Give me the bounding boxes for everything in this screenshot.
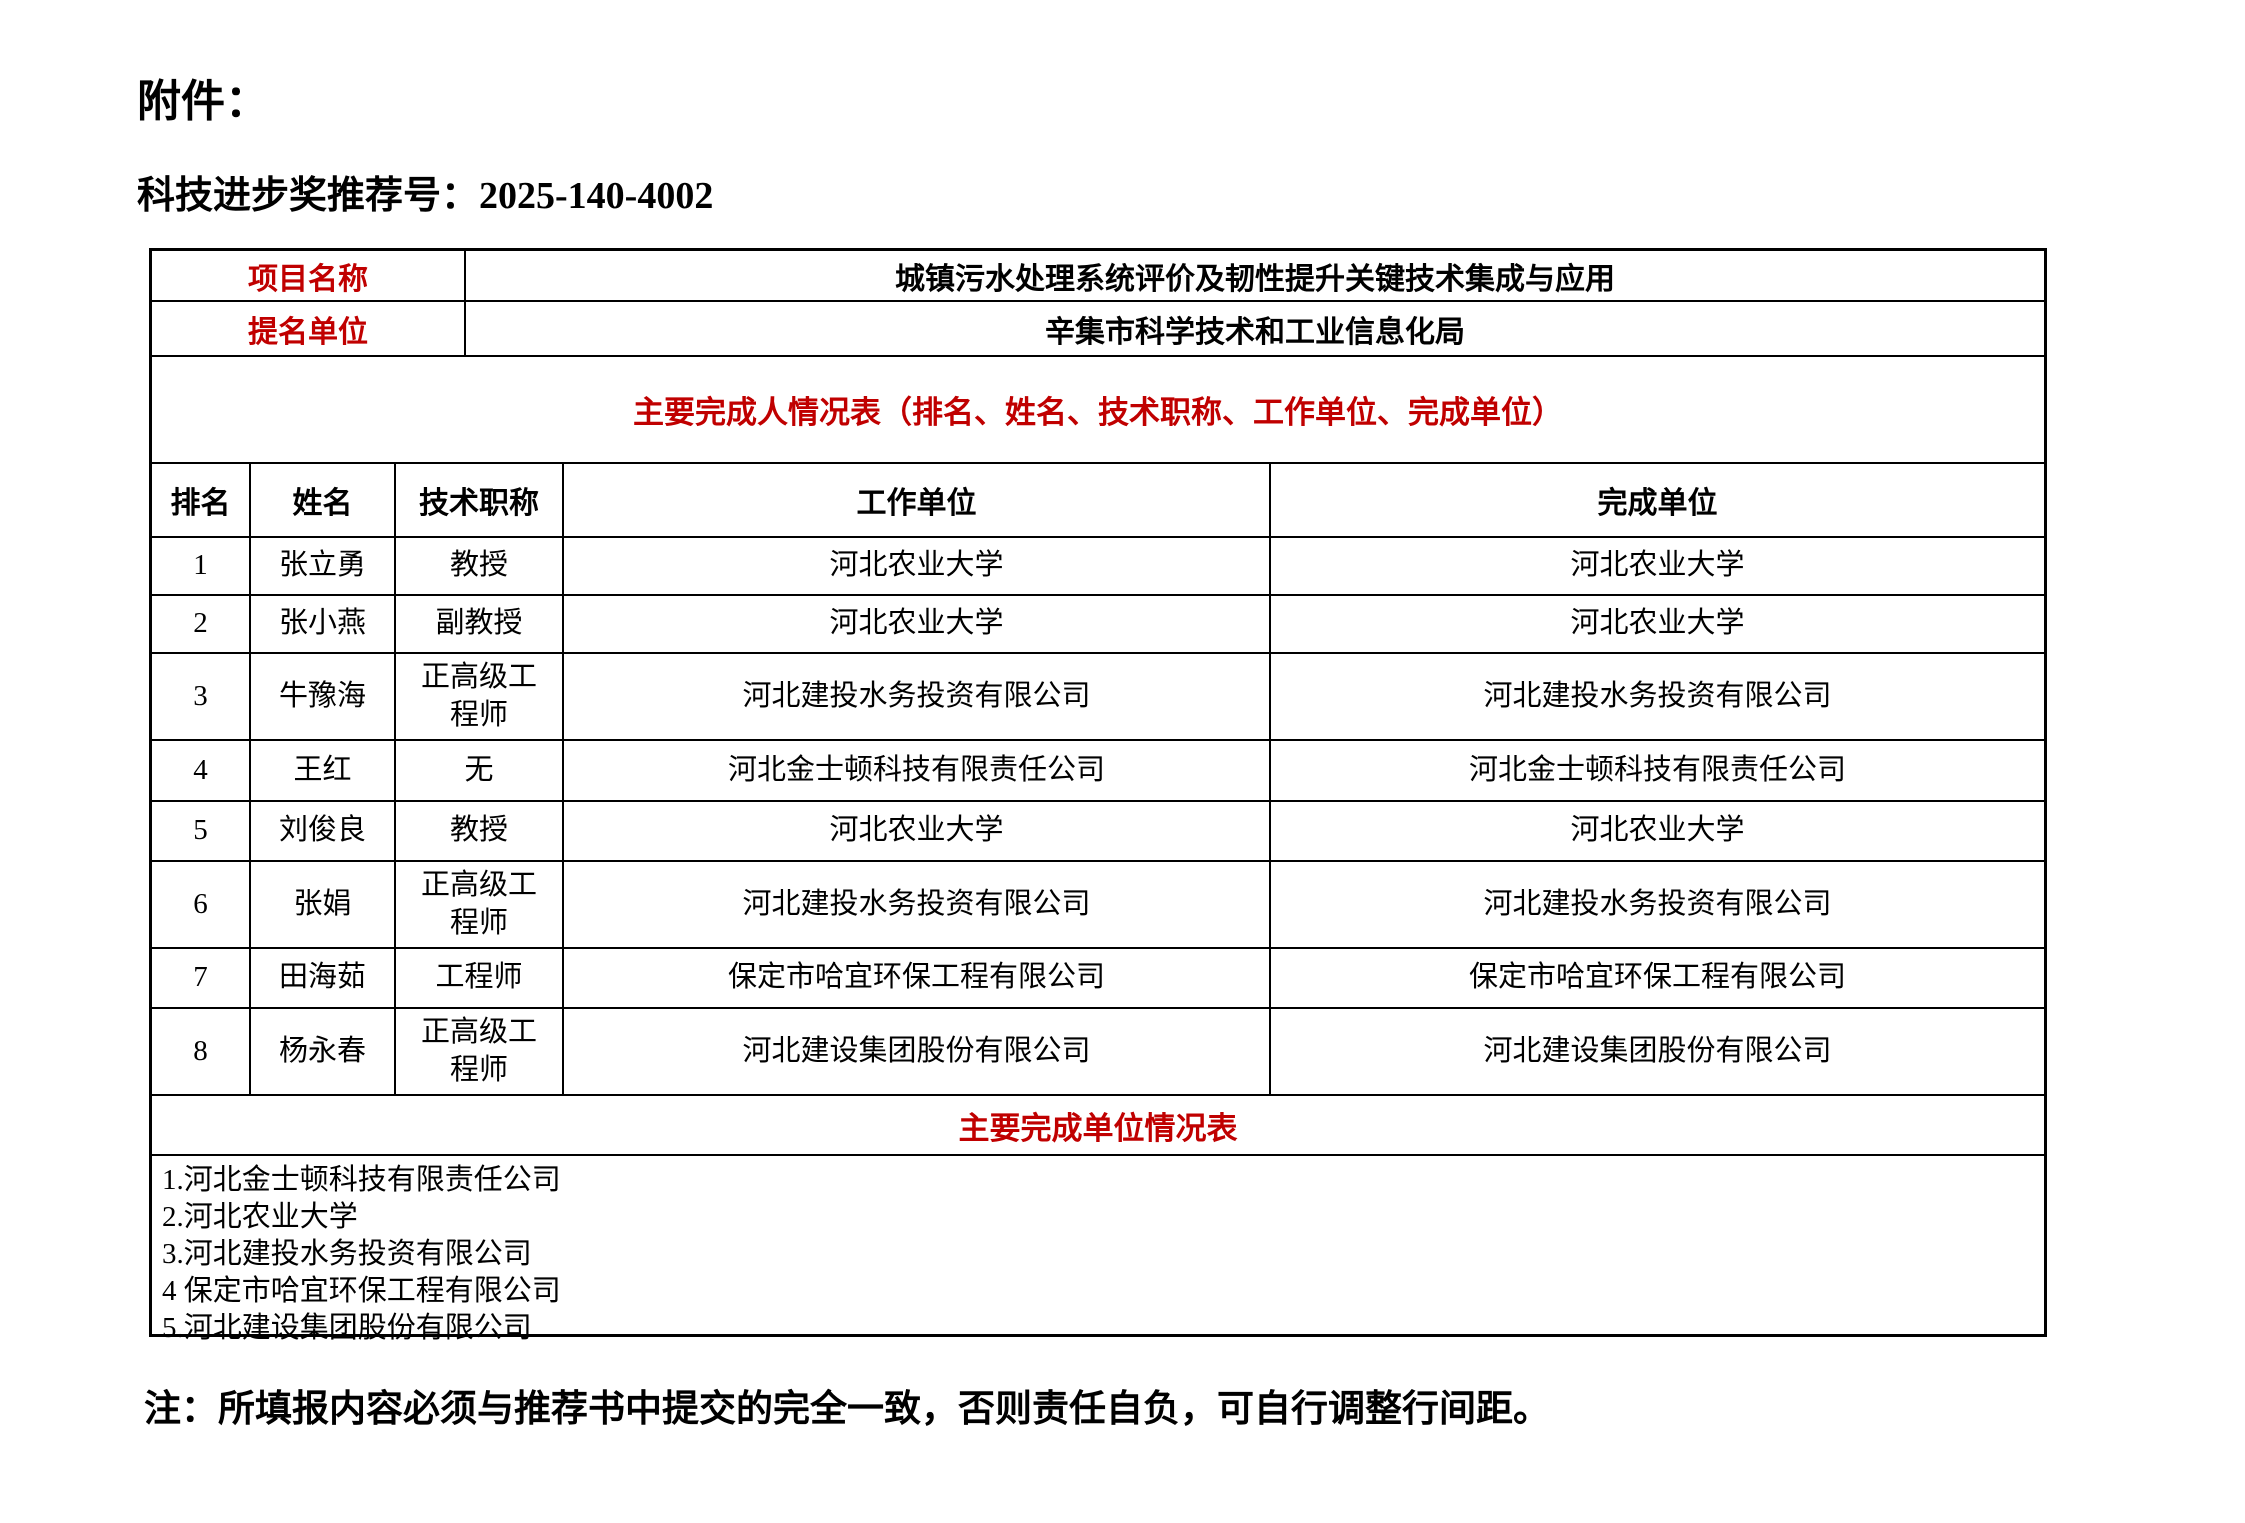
completers-section-title: 主要完成人情况表（排名、姓名、技术职称、工作单位、完成单位） (152, 357, 2044, 464)
completer-completion-unit: 河北建投水务投资有限公司 (1270, 861, 2044, 949)
completer-work-unit: 河北农业大学 (563, 537, 1271, 596)
completer-completion-unit: 河北农业大学 (1270, 595, 2044, 654)
completer-row-5: 5 刘俊良 教授 河北农业大学 河北农业大学 (152, 801, 2044, 862)
completer-name: 刘俊良 (250, 801, 396, 862)
completer-rank: 6 (152, 861, 251, 949)
attachment-heading: 附件： (137, 77, 269, 126)
unit-item-2: 2.河北农业大学 (162, 1201, 358, 1233)
nominating-unit-label: 提名单位 (152, 301, 466, 357)
completer-title: 教授 (395, 801, 564, 862)
completer-completion-unit: 河北建投水务投资有限公司 (1270, 653, 2044, 741)
completer-work-unit: 河北建投水务投资有限公司 (563, 861, 1271, 949)
completer-title: 副教授 (395, 595, 564, 654)
completer-completion-unit: 河北农业大学 (1270, 801, 2044, 862)
completer-rank: 2 (152, 595, 251, 654)
completer-name: 张立勇 (250, 537, 396, 596)
completer-completion-unit: 河北农业大学 (1270, 537, 2044, 596)
completer-name: 张小燕 (250, 595, 396, 654)
column-header-completion-unit: 完成单位 (1270, 464, 2044, 538)
column-header-name: 姓名 (250, 464, 396, 538)
completer-row-4: 4 王红 无 河北金士顿科技有限责任公司 河北金士顿科技有限责任公司 (152, 740, 2044, 802)
column-header-work-unit: 工作单位 (563, 464, 1271, 538)
completer-title: 教授 (395, 537, 564, 596)
completer-row-8: 8 杨永春 正高级工程师 河北建设集团股份有限公司 河北建设集团股份有限公司 (152, 1008, 2044, 1096)
recommendation-number-label: 科技进步奖推荐号： (137, 175, 480, 217)
recommendation-number-line: 科技进步奖推荐号：2025-140-4002 (137, 175, 714, 218)
completer-row-3: 3 牛豫海 正高级工程师 河北建投水务投资有限公司 河北建投水务投资有限公司 (152, 653, 2044, 741)
completer-rank: 3 (152, 653, 251, 741)
completer-title: 工程师 (395, 948, 564, 1009)
unit-item-3: 3.河北建投水务投资有限公司 (162, 1238, 532, 1270)
project-name-row: 项目名称 城镇污水处理系统评价及韧性提升关键技术集成与应用 (152, 251, 2044, 302)
unit-item-1: 1.河北金士顿科技有限责任公司 (162, 1164, 561, 1196)
nominating-unit-row: 提名单位 辛集市科学技术和工业信息化局 (152, 301, 2044, 357)
award-form-table: 项目名称 城镇污水处理系统评价及韧性提升关键技术集成与应用 提名单位 辛集市科学… (149, 248, 2047, 1344)
project-name-value: 城镇污水处理系统评价及韧性提升关键技术集成与应用 (465, 251, 2044, 302)
column-header-title: 技术职称 (395, 464, 564, 538)
completer-row-1: 1 张立勇 教授 河北农业大学 河北农业大学 (152, 537, 2044, 596)
completer-completion-unit: 河北建设集团股份有限公司 (1270, 1008, 2044, 1096)
completer-rank: 1 (152, 537, 251, 596)
completer-completion-unit: 河北金士顿科技有限责任公司 (1270, 740, 2044, 802)
completer-rank: 8 (152, 1008, 251, 1096)
completer-title: 正高级工程师 (395, 653, 564, 741)
completer-completion-unit: 保定市哈宜环保工程有限公司 (1270, 948, 2044, 1009)
completion-units-list: 1.河北金士顿科技有限责任公司 2.河北农业大学 3.河北建投水务投资有限公司 … (152, 1156, 2044, 1344)
completer-name: 牛豫海 (250, 653, 396, 741)
nominating-unit-value: 辛集市科学技术和工业信息化局 (465, 301, 2044, 357)
completer-name: 田海茹 (250, 948, 396, 1009)
footer-note: 注：所填报内容必须与推荐书中提交的完全一致，否则责任自负，可自行调整行间距。 (144, 1389, 1550, 1430)
completer-work-unit: 河北建投水务投资有限公司 (563, 653, 1271, 741)
completer-work-unit: 河北农业大学 (563, 595, 1271, 654)
completer-name: 张娟 (250, 861, 396, 949)
completer-name: 王红 (250, 740, 396, 802)
completers-table: 排名 姓名 技术职称 工作单位 完成单位 1 张立勇 教授 河北农业大学 河北农… (152, 464, 2044, 1096)
completer-row-6: 6 张娟 正高级工程师 河北建投水务投资有限公司 河北建投水务投资有限公司 (152, 861, 2044, 949)
completer-name: 杨永春 (250, 1008, 396, 1096)
completer-work-unit: 河北建设集团股份有限公司 (563, 1008, 1271, 1096)
completer-rank: 4 (152, 740, 251, 802)
completer-work-unit: 保定市哈宜环保工程有限公司 (563, 948, 1271, 1009)
completer-title: 正高级工程师 (395, 861, 564, 949)
unit-item-5: 5.河北建设集团股份有限公司 (162, 1312, 532, 1344)
column-header-rank: 排名 (152, 464, 251, 538)
project-name-label: 项目名称 (152, 251, 466, 302)
completer-rank: 5 (152, 801, 251, 862)
completer-work-unit: 河北农业大学 (563, 801, 1271, 862)
completer-work-unit: 河北金士顿科技有限责任公司 (563, 740, 1271, 802)
completer-title: 正高级工程师 (395, 1008, 564, 1096)
completer-title: 无 (395, 740, 564, 802)
completers-header-row: 排名 姓名 技术职称 工作单位 完成单位 (152, 464, 2044, 538)
completer-rank: 7 (152, 948, 251, 1009)
unit-item-4: 4 保定市哈宜环保工程有限公司 (162, 1275, 561, 1307)
completer-row-2: 2 张小燕 副教授 河北农业大学 河北农业大学 (152, 595, 2044, 654)
units-section-title: 主要完成单位情况表 (152, 1096, 2044, 1156)
completer-row-7: 7 田海茹 工程师 保定市哈宜环保工程有限公司 保定市哈宜环保工程有限公司 (152, 948, 2044, 1009)
recommendation-number-value: 2025-140-4002 (479, 175, 714, 217)
project-info-table: 项目名称 城镇污水处理系统评价及韧性提升关键技术集成与应用 提名单位 辛集市科学… (152, 251, 2044, 357)
